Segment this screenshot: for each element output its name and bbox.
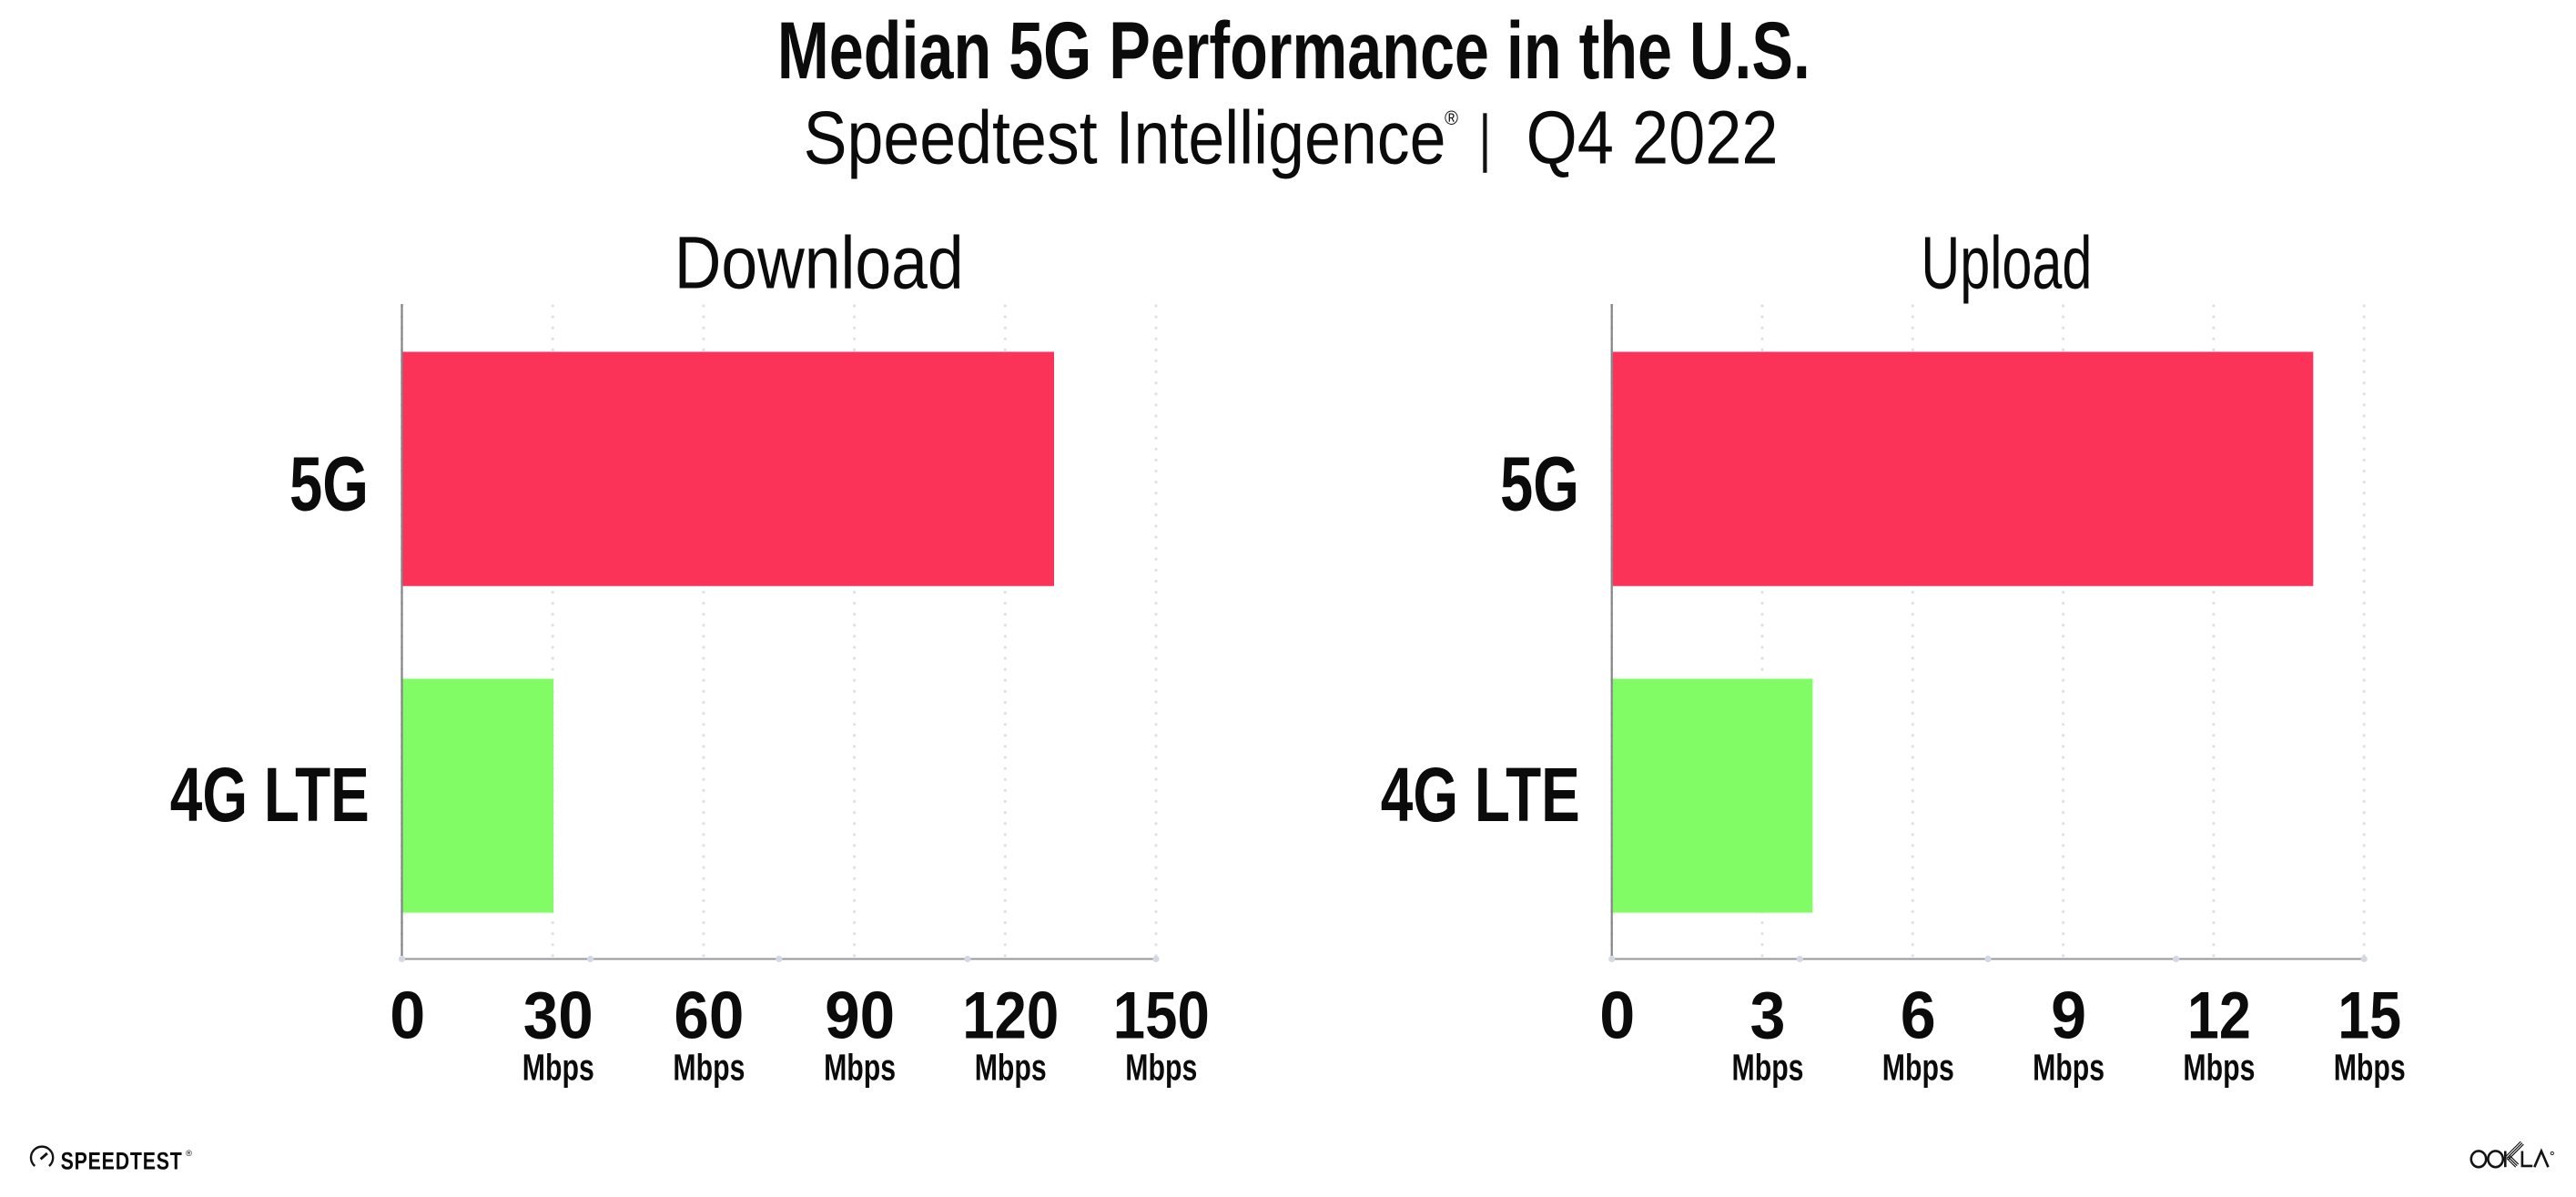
svg-text:Median 5G Performance in the U: Median 5G Performance in the U.S. xyxy=(777,5,1810,96)
svg-text:Mbps: Mbps xyxy=(2334,1047,2406,1089)
svg-text:Mbps: Mbps xyxy=(522,1047,594,1089)
svg-text:Mbps: Mbps xyxy=(824,1047,896,1089)
svg-text:Mbps: Mbps xyxy=(2183,1047,2255,1089)
svg-text:12: 12 xyxy=(2187,978,2251,1053)
svg-text:Mbps: Mbps xyxy=(2033,1047,2104,1089)
svg-text:Mbps: Mbps xyxy=(673,1047,745,1089)
svg-text:60: 60 xyxy=(674,978,744,1053)
svg-text:4G LTE: 4G LTE xyxy=(170,752,370,837)
svg-text:6: 6 xyxy=(1901,978,1936,1053)
svg-text:Mbps: Mbps xyxy=(1882,1047,1954,1089)
svg-text:15: 15 xyxy=(2338,978,2401,1053)
svg-text:®: ® xyxy=(186,1149,192,1159)
svg-text:120: 120 xyxy=(962,978,1059,1053)
svg-text:Mbps: Mbps xyxy=(1732,1047,1804,1089)
svg-text:5G: 5G xyxy=(289,441,369,527)
svg-text:5G: 5G xyxy=(1500,441,1579,527)
svg-text:9: 9 xyxy=(2051,978,2086,1053)
svg-text:3: 3 xyxy=(1750,978,1786,1053)
svg-text:Mbps: Mbps xyxy=(975,1047,1047,1089)
svg-text:Mbps: Mbps xyxy=(1125,1047,1197,1089)
svg-text:SPEEDTEST: SPEEDTEST xyxy=(61,1148,183,1175)
svg-text:Download: Download xyxy=(674,222,964,305)
svg-text:4G LTE: 4G LTE xyxy=(1381,752,1580,837)
svg-text:0: 0 xyxy=(390,978,425,1053)
svg-text:Q4 2022: Q4 2022 xyxy=(1526,96,1779,180)
svg-text:0: 0 xyxy=(1599,978,1635,1053)
svg-text:90: 90 xyxy=(825,978,895,1053)
svg-text:®: ® xyxy=(1445,107,1458,129)
svg-text:30: 30 xyxy=(523,978,593,1053)
svg-text:Upload: Upload xyxy=(1921,222,2092,305)
svg-text:Speedtest Intelligence: Speedtest Intelligence xyxy=(804,96,1446,180)
svg-text:150: 150 xyxy=(1113,978,1210,1053)
